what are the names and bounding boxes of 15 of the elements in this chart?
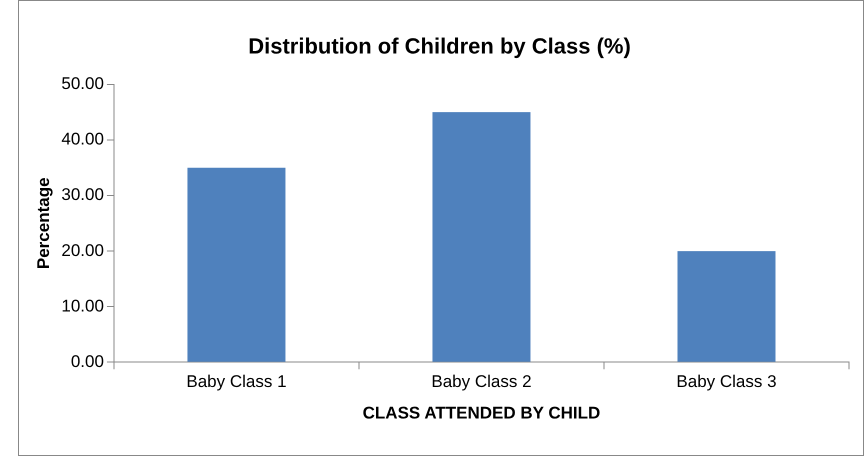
y-tick-label: 50.00 — [61, 74, 104, 94]
x-axis-title: CLASS ATTENDED BY CHILD — [362, 403, 600, 422]
y-axis-title: Percentage — [34, 177, 53, 270]
y-tick-label: 10.00 — [61, 296, 104, 316]
y-tick-label: 0.00 — [70, 352, 104, 371]
x-tick-label: Baby Class 1 — [186, 372, 287, 392]
y-tick-label: 20.00 — [61, 240, 104, 260]
x-tick-label: Baby Class 3 — [676, 372, 777, 392]
bar — [187, 168, 286, 362]
bar — [677, 251, 776, 362]
chart-title: Distribution of Children by Class (%) — [248, 33, 631, 58]
y-tick-label: 40.00 — [61, 130, 104, 149]
bar — [432, 112, 530, 362]
y-tick-label: 30.00 — [61, 185, 104, 204]
x-tick-label: Baby Class 2 — [431, 372, 532, 392]
